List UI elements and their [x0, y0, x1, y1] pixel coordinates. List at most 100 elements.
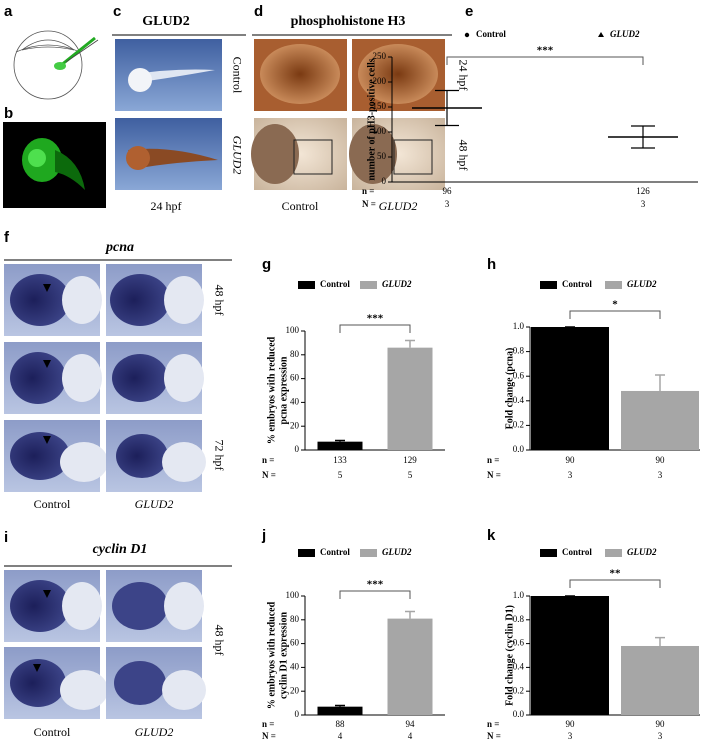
significance-label: *** — [367, 579, 384, 591]
N-row-label: N = — [362, 199, 376, 209]
N-count: 4 — [338, 731, 343, 741]
y-tick-label: 0.2 — [513, 685, 524, 695]
legend-marker — [540, 549, 557, 557]
error-bar — [631, 125, 655, 149]
ph3-images — [251, 39, 445, 190]
bar — [387, 347, 433, 450]
panel-letter: b — [4, 105, 13, 122]
legend-label: GLUD2 — [382, 279, 412, 289]
legend-label: GLUD2 — [627, 547, 657, 557]
N-count: 3 — [658, 470, 663, 480]
legend-label: Control — [562, 279, 592, 289]
panel-letter: i — [4, 529, 8, 546]
row-label: Control — [230, 57, 244, 94]
row-label: 48 hpf — [212, 285, 226, 316]
y-axis-label: Fold change (cyclin D1) — [504, 605, 515, 706]
embryo — [126, 146, 150, 170]
caption: 24 hpf — [151, 199, 182, 213]
y-tick-label: 0.4 — [513, 661, 525, 671]
n-row-label: n = — [362, 186, 374, 196]
y-tick-label: 40 — [290, 396, 300, 406]
n-count: 126 — [636, 186, 650, 196]
y-tick-label: 250 — [373, 51, 387, 61]
y-tick-label: 0.2 — [513, 419, 524, 429]
n-count: 133 — [333, 455, 347, 465]
legend-marker — [605, 281, 622, 289]
legend-label: GLUD2 — [610, 29, 640, 39]
N-count: 3 — [568, 470, 573, 480]
n-row-label: n = — [262, 455, 274, 465]
panel-title: phosphohistone H3 — [291, 14, 406, 29]
legend-marker — [540, 281, 557, 289]
column-label: Control — [34, 497, 71, 511]
bar — [317, 706, 363, 715]
N-count: 4 — [408, 731, 413, 741]
y-tick-label: 0 — [295, 444, 300, 454]
panel-letter: f — [4, 229, 10, 246]
y-axis-label: pcna expression — [278, 356, 289, 424]
legend-label: Control — [320, 547, 350, 557]
legend-marker — [464, 32, 470, 38]
row-label: 24 hpf — [456, 60, 470, 91]
panel-letter: j — [261, 527, 266, 544]
column-label: GLUD2 — [379, 199, 418, 213]
error-bar — [405, 339, 415, 348]
panel-letter: a — [4, 3, 13, 20]
panel-letter: e — [465, 3, 473, 20]
significance-label: ** — [610, 568, 622, 580]
y-axis-label: % embryos with reduced — [266, 336, 277, 444]
error-bar — [655, 636, 665, 646]
N-count: 3 — [445, 199, 450, 209]
n-count: 90 — [656, 719, 666, 729]
cyclin-images — [4, 570, 206, 719]
significance-label: *** — [367, 313, 384, 325]
panel-title: GLUD2 — [142, 14, 189, 29]
y-tick-label: 0 — [295, 709, 300, 719]
row-label: GLUD2 — [230, 136, 244, 175]
legend-label: Control — [562, 547, 592, 557]
N-row-label: N = — [262, 731, 276, 741]
legend-marker — [298, 549, 315, 557]
significance-bracket — [446, 56, 644, 65]
y-tick-label: 100 — [286, 325, 300, 335]
y-tick-label: 50 — [377, 151, 387, 161]
n-count: 94 — [406, 719, 416, 729]
n-count: 96 — [443, 186, 453, 196]
y-tick-label: 1.0 — [513, 590, 525, 600]
bar — [621, 390, 699, 450]
N-count: 5 — [408, 470, 413, 480]
y-tick-label: 80 — [290, 614, 300, 624]
legend-marker — [598, 32, 604, 37]
column-label: Control — [34, 725, 71, 739]
significance-label: * — [612, 299, 618, 311]
y-tick-label: 200 — [373, 76, 387, 86]
y-tick-label: 100 — [286, 590, 300, 600]
significance-bracket — [339, 590, 411, 599]
column-label: GLUD2 — [135, 497, 174, 511]
significance-bracket — [339, 324, 411, 333]
significance-label: *** — [537, 45, 554, 57]
legend-label: Control — [320, 279, 350, 289]
significance-bracket — [569, 579, 661, 588]
column-label: Control — [282, 199, 319, 213]
y-tick-label: 0.8 — [513, 346, 525, 356]
y-tick-label: 1.0 — [513, 321, 525, 331]
embryo — [128, 68, 152, 92]
N-count: 3 — [641, 199, 646, 209]
y-tick-label: 150 — [373, 101, 387, 111]
y-tick-label: 100 — [373, 126, 387, 136]
legend-label: GLUD2 — [382, 547, 412, 557]
n-count: 90 — [656, 455, 666, 465]
y-tick-label: 0.0 — [513, 709, 525, 719]
error-bar — [335, 439, 345, 442]
y-tick-label: 60 — [290, 638, 300, 648]
legend-label: Control — [476, 29, 506, 39]
significance-bracket — [569, 310, 661, 319]
n-count: 90 — [566, 455, 576, 465]
n-count: 88 — [336, 719, 346, 729]
bar — [621, 645, 699, 715]
y-tick-label: 0 — [382, 176, 387, 186]
error-bar — [435, 89, 459, 127]
row-label: 48 hpf — [456, 140, 470, 171]
